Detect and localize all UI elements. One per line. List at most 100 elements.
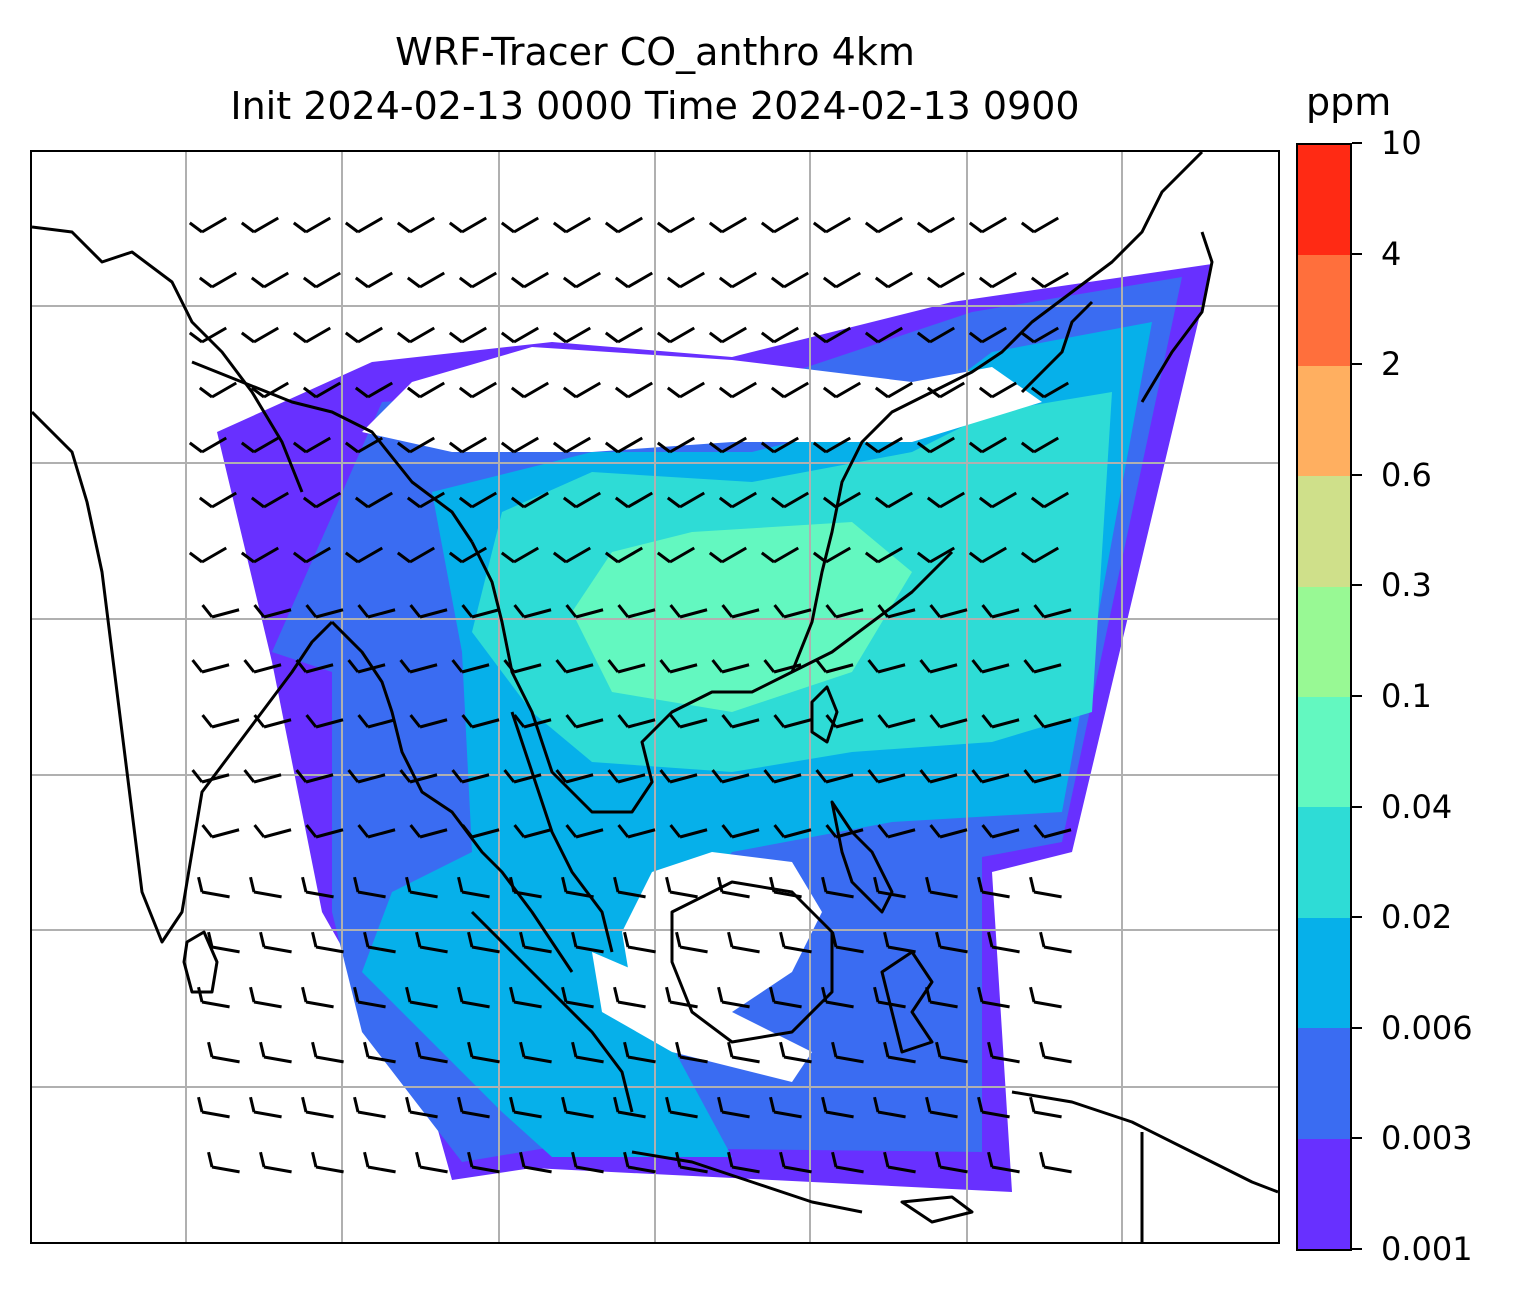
- coastlines: [30, 150, 1279, 1242]
- colorbar-segment: [1298, 697, 1350, 808]
- wind-barb: [1023, 659, 1062, 674]
- wind-barb: [760, 216, 799, 234]
- wind-barb: [981, 714, 1020, 729]
- wind-barb: [864, 436, 903, 454]
- wind-barb: [347, 659, 386, 674]
- wind-barb: [405, 876, 438, 899]
- wind-barb: [770, 381, 809, 399]
- colorbar-tick-mark: [1352, 1137, 1362, 1140]
- wind-barb: [779, 1151, 812, 1174]
- wind-barb: [721, 824, 760, 839]
- wind-barb: [614, 381, 653, 399]
- wind-barb: [981, 824, 1020, 839]
- wind-barb: [354, 271, 393, 289]
- wind-barb: [207, 1041, 240, 1064]
- wind-barb: [760, 436, 799, 454]
- wind-barb: [770, 491, 809, 509]
- wind-barb: [978, 271, 1017, 289]
- wind-barb: [357, 604, 396, 619]
- coastline-philippines: [830, 800, 894, 914]
- wind-barb: [305, 824, 344, 839]
- wind-barb: [929, 824, 968, 839]
- colorbar-segment: [1298, 586, 1350, 698]
- wind-barb: [1020, 546, 1059, 564]
- wind-barb: [864, 216, 903, 234]
- wind-barb: [354, 491, 393, 509]
- wind-barb: [825, 824, 864, 839]
- wind-barb: [250, 271, 289, 289]
- wind-barb: [562, 381, 601, 399]
- wind-barb: [457, 1096, 490, 1119]
- wind-barb: [822, 271, 861, 289]
- field-gap-north: [362, 347, 1042, 452]
- wind-barb: [977, 986, 1010, 1009]
- wind-barb: [613, 876, 646, 899]
- field-gap-java-sea: [592, 952, 812, 1082]
- wind-barb: [874, 491, 913, 509]
- wind-barb: [614, 491, 653, 509]
- wind-barb: [718, 271, 757, 289]
- wind-barb: [883, 1151, 916, 1174]
- wind-barb: [552, 546, 591, 564]
- wind-barb: [925, 876, 958, 899]
- wind-barb: [396, 216, 435, 234]
- wind-barb: [779, 931, 812, 954]
- wind-barb: [201, 604, 240, 619]
- wind-barb: [769, 986, 802, 1009]
- colorbar-segment: [1298, 255, 1350, 367]
- wind-barb: [249, 1096, 282, 1119]
- wind-barb: [727, 1041, 760, 1064]
- wind-barb: [773, 824, 812, 839]
- wind-barb: [604, 546, 643, 564]
- wind-barb: [201, 824, 240, 839]
- wind-barb: [971, 659, 1010, 674]
- wind-barb: [562, 271, 601, 289]
- wind-barb: [925, 1096, 958, 1119]
- wind-barb: [467, 1151, 500, 1174]
- wind-barb: [617, 714, 656, 729]
- wind-barb: [926, 271, 965, 289]
- wind-barb: [207, 931, 240, 954]
- map-title-line2: Init 2024-02-13 0000 Time 2024-02-13 090…: [230, 84, 1080, 128]
- wind-barb: [987, 931, 1020, 954]
- wind-barb: [363, 931, 396, 954]
- wind-barb: [552, 216, 591, 234]
- wind-barb: [292, 546, 331, 564]
- wind-barb: [935, 1151, 968, 1174]
- wind-barb: [259, 1041, 292, 1064]
- wind-barb: [311, 1151, 344, 1174]
- wind-barb: [1039, 931, 1072, 954]
- wind-barb: [461, 824, 500, 839]
- wind-barb: [669, 714, 708, 729]
- wind-barb: [344, 436, 383, 454]
- wind-barb: [867, 659, 906, 674]
- map-title-line1: WRF-Tracer CO_anthro 4km: [395, 30, 915, 74]
- wind-barb: [565, 824, 604, 839]
- wind-barb: [769, 1096, 802, 1119]
- colorbar-segment: [1298, 365, 1350, 477]
- wind-barb: [981, 604, 1020, 619]
- coastline-himalaya: [191, 360, 474, 543]
- coastline-new-guinea: [1011, 1090, 1279, 1194]
- wind-barb: [717, 876, 750, 899]
- wind-barb: [461, 604, 500, 619]
- colorbar-tick-mark: [1352, 1026, 1362, 1029]
- wind-barb: [760, 546, 799, 564]
- wind-barb: [249, 986, 282, 1009]
- wind-barb: [978, 381, 1017, 399]
- wind-barb: [877, 714, 916, 729]
- wind-barb: [188, 216, 227, 234]
- wind-barb: [259, 931, 292, 954]
- wind-barb: [406, 271, 445, 289]
- wind-barb: [656, 436, 695, 454]
- wind-barb: [769, 876, 802, 899]
- colorbar-tick-label: 0.3: [1381, 566, 1432, 605]
- wind-barb: [873, 986, 906, 1009]
- wind-barb: [721, 604, 760, 619]
- wind-barb: [864, 546, 903, 564]
- colorbar-tick-mark: [1352, 142, 1362, 144]
- wind-barb: [565, 714, 604, 729]
- colorbar-segment: [1298, 476, 1350, 588]
- wind-barb: [467, 1041, 500, 1064]
- wind-barb: [711, 659, 750, 674]
